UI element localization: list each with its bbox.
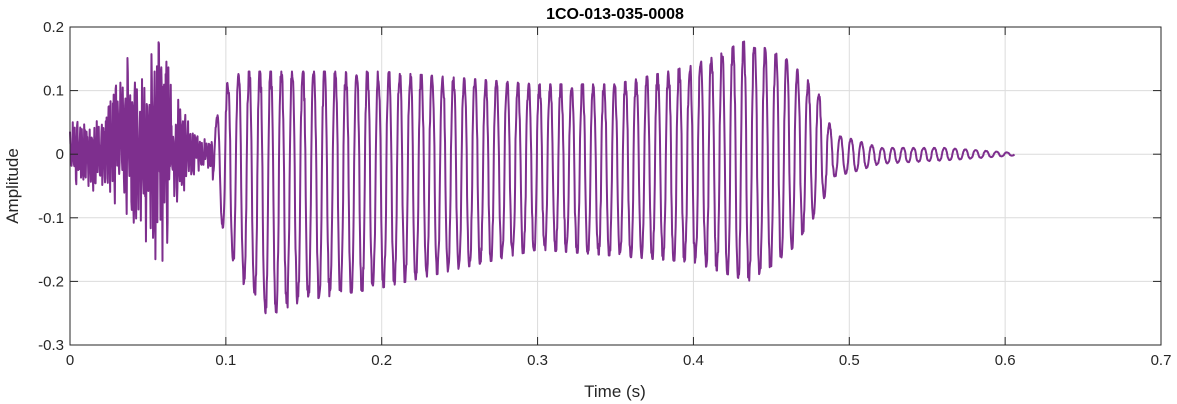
x-tick-label: 0.2	[371, 352, 392, 369]
y-tick-label: -0.2	[38, 273, 64, 290]
chart-title: 1CO-013-035-0008	[546, 6, 684, 23]
axis-ticks	[69, 26, 1162, 346]
x-tick-label: 0.5	[839, 352, 860, 369]
plot-frame	[69, 26, 1162, 346]
x-axis-label: Time (s)	[584, 382, 646, 401]
x-tick-label: 0.7	[1151, 352, 1172, 369]
y-tick-label: 0.2	[43, 19, 64, 36]
x-tick-label: 0.3	[527, 352, 548, 369]
waveform-line	[69, 40, 1016, 315]
y-tick-label: 0.1	[43, 83, 64, 100]
y-tick-label: -0.1	[38, 210, 64, 227]
y-axis-label: Amplitude	[3, 148, 22, 224]
plot-area	[69, 40, 1016, 315]
x-tick-labels: 0 0.1 0.2 0.3 0.4 0.5 0.6 0.7	[66, 352, 1172, 369]
y-tick-label: -0.3	[38, 337, 64, 354]
y-tick-labels: 0.2 0.1 0 -0.1 -0.2 -0.3	[38, 19, 64, 354]
plot-background	[70, 27, 1161, 345]
x-tick-label: 0.4	[683, 352, 704, 369]
x-tick-label: 0.6	[995, 352, 1016, 369]
y-tick-label: 0	[56, 146, 64, 163]
x-tick-label: 0.1	[215, 352, 236, 369]
x-tick-label: 0	[66, 352, 74, 369]
